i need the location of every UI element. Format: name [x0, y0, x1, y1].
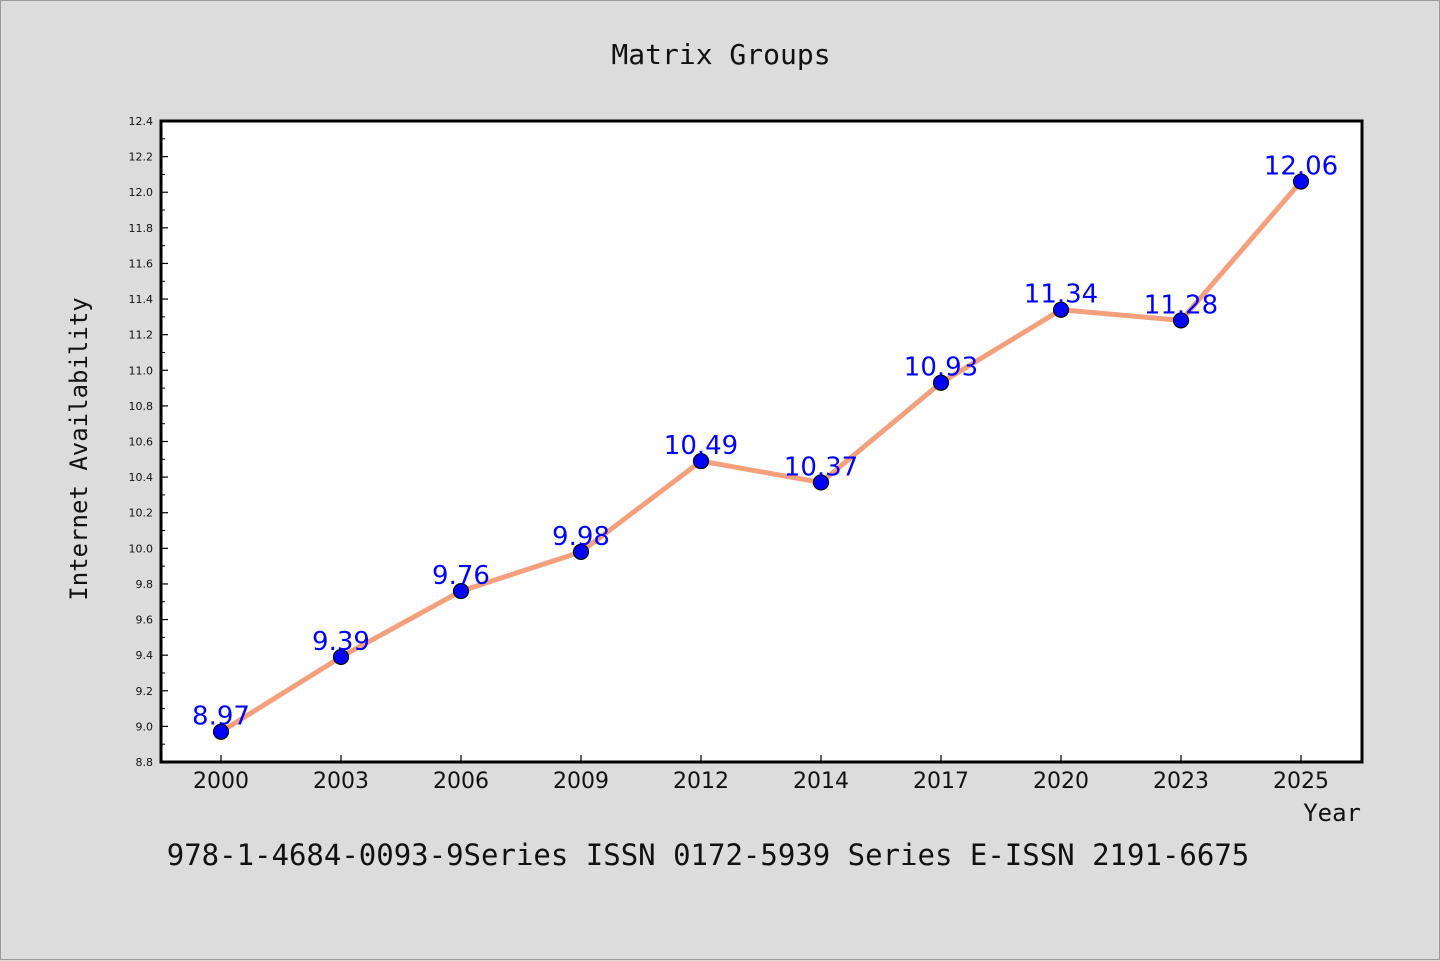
x-tick-label: 2000 [193, 769, 249, 794]
x-axis: 2000 2003 2006 2009 2012 2014 2017 2020 2023 2025 [193, 755, 1329, 794]
y-axis: 8.8 9.0 9.2 9.4 9.6 9.8 10.0 10.2 10.4 10.6 10.8 11… [129, 115, 168, 769]
y-tick-label: 11.0 [129, 364, 154, 377]
marker-group [212, 173, 1310, 740]
y-tick-label: 8.8 [136, 756, 154, 769]
x-tick-label: 2014 [793, 769, 849, 794]
data-label: 10.37 [784, 452, 858, 482]
y-axis-label: Internet Availability [65, 297, 93, 600]
data-point [1172, 312, 1190, 329]
data-point [692, 452, 710, 470]
data-point [932, 374, 950, 391]
data-label-group: 8.97 9.39 9.76 9.98 10.49 10.37 10.93 11.34 11.2… [192, 152, 1338, 732]
footer-isbn-text: 978-1-4684-0093-9Series ISSN 0172-5939 S… [167, 838, 1250, 872]
x-tick-label: 2003 [313, 769, 369, 794]
data-point [1292, 173, 1310, 190]
data-label: 9.39 [312, 627, 370, 657]
y-tick-label: 10.6 [129, 436, 154, 449]
y-tick-label: 9.8 [136, 578, 154, 591]
y-tick-label: 10.4 [129, 471, 154, 484]
y-tick-label: 9.2 [136, 685, 154, 698]
y-tick-label: 9.6 [136, 614, 154, 627]
y-tick-label: 9.4 [136, 649, 154, 662]
chart-title: Matrix Groups [611, 38, 830, 71]
y-tick-label: 12.0 [129, 186, 154, 199]
x-axis-label: Year [1303, 799, 1361, 827]
y-tick-label: 12.2 [129, 151, 154, 164]
y-tick-label: 11.4 [129, 293, 154, 306]
y-tick-label: 10.0 [129, 542, 154, 555]
x-tick-label: 2012 [673, 769, 729, 794]
data-point [452, 582, 470, 600]
data-label: 11.28 [1144, 290, 1218, 320]
y-tick-label: 12.4 [129, 115, 154, 128]
data-point [1052, 301, 1070, 318]
data-point [332, 648, 350, 666]
data-point [212, 723, 230, 740]
data-point [812, 474, 830, 491]
y-tick-label: 10.8 [129, 400, 154, 413]
data-label: 12.06 [1264, 152, 1338, 182]
x-tick-label: 2020 [1033, 769, 1089, 794]
data-label: 8.97 [192, 702, 250, 732]
y-tick-label: 11.6 [129, 257, 154, 270]
x-tick-label: 2009 [553, 769, 609, 794]
data-label: 11.34 [1024, 280, 1098, 310]
y-tick-label: 11.8 [129, 222, 154, 235]
y-tick-label: 9.0 [136, 720, 154, 733]
plot-area [159, 119, 1364, 764]
x-tick-label: 2023 [1153, 769, 1209, 794]
y-tick-label: 10.2 [129, 507, 154, 520]
data-label: 10.93 [904, 353, 978, 383]
series-line-group [219, 179, 1303, 734]
x-tick-label: 2017 [913, 769, 969, 794]
series-line [219, 179, 1303, 734]
data-label: 10.49 [664, 431, 738, 461]
x-tick-label: 2025 [1273, 769, 1329, 794]
data-label: 9.76 [432, 561, 490, 591]
y-tick-label: 11.2 [129, 329, 154, 342]
data-label: 9.98 [552, 522, 610, 552]
data-point [572, 543, 590, 560]
x-tick-label: 2006 [433, 769, 489, 794]
